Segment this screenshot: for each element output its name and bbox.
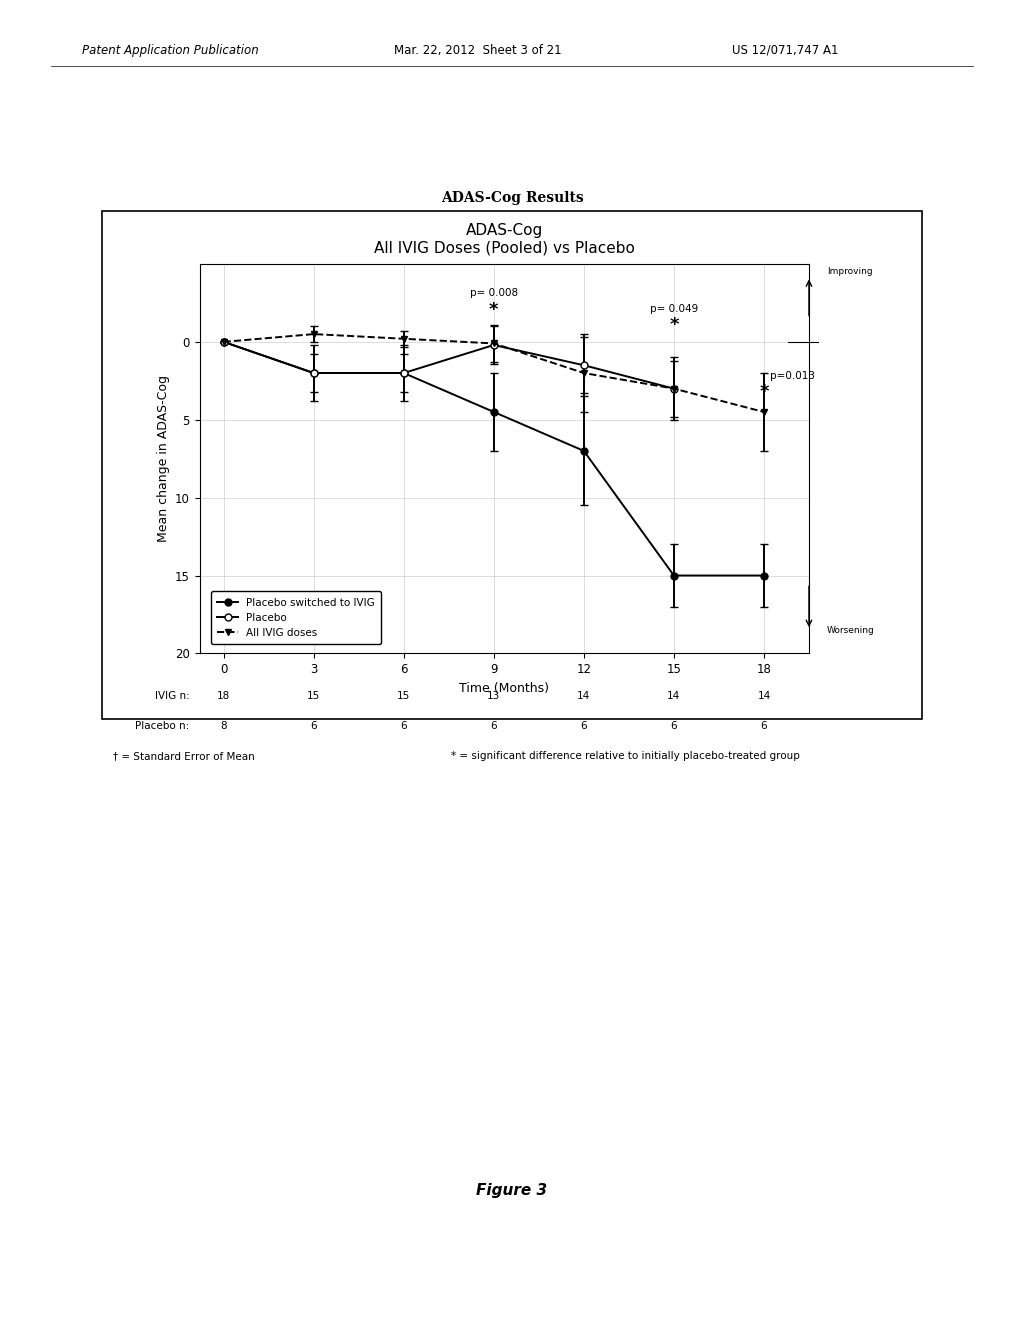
Legend: Placebo switched to IVIG, Placebo, All IVIG doses: Placebo switched to IVIG, Placebo, All I… [211, 591, 381, 644]
Text: p= 0.008: p= 0.008 [470, 288, 518, 298]
Text: 6: 6 [581, 721, 587, 731]
Text: *: * [489, 301, 499, 318]
X-axis label: Time (Months): Time (Months) [460, 681, 549, 694]
Text: * = significant difference relative to initially placebo-treated group: * = significant difference relative to i… [451, 751, 800, 762]
Text: *: * [669, 315, 679, 334]
Text: *: * [759, 383, 769, 401]
Text: 6: 6 [671, 721, 677, 731]
Text: 15: 15 [307, 690, 321, 701]
Text: † = Standard Error of Mean: † = Standard Error of Mean [113, 751, 254, 762]
Text: Placebo n:: Placebo n: [135, 721, 189, 731]
Text: 18: 18 [217, 690, 230, 701]
Text: 14: 14 [668, 690, 681, 701]
Text: 13: 13 [487, 690, 501, 701]
Text: 6: 6 [761, 721, 767, 731]
Text: ADAS-Cog Results: ADAS-Cog Results [440, 190, 584, 205]
Text: Figure 3: Figure 3 [476, 1183, 548, 1197]
Text: Mar. 22, 2012  Sheet 3 of 21: Mar. 22, 2012 Sheet 3 of 21 [394, 44, 562, 57]
Text: 15: 15 [397, 690, 411, 701]
Title: ADAS-Cog
All IVIG Doses (Pooled) vs Placebo: ADAS-Cog All IVIG Doses (Pooled) vs Plac… [374, 223, 635, 256]
Text: 8: 8 [220, 721, 227, 731]
Text: 14: 14 [758, 690, 771, 701]
Text: Improving: Improving [827, 267, 872, 276]
Text: Patent Application Publication: Patent Application Publication [82, 44, 259, 57]
Text: 6: 6 [310, 721, 317, 731]
Text: US 12/071,747 A1: US 12/071,747 A1 [732, 44, 839, 57]
Text: p=0.013: p=0.013 [770, 371, 815, 380]
Text: Worsening: Worsening [827, 626, 874, 635]
Text: 6: 6 [490, 721, 497, 731]
Y-axis label: Mean change in ADAS-Cog: Mean change in ADAS-Cog [157, 375, 170, 543]
Text: 6: 6 [400, 721, 408, 731]
Text: 14: 14 [578, 690, 591, 701]
Text: IVIG n:: IVIG n: [155, 690, 189, 701]
Text: p= 0.049: p= 0.049 [650, 304, 698, 314]
